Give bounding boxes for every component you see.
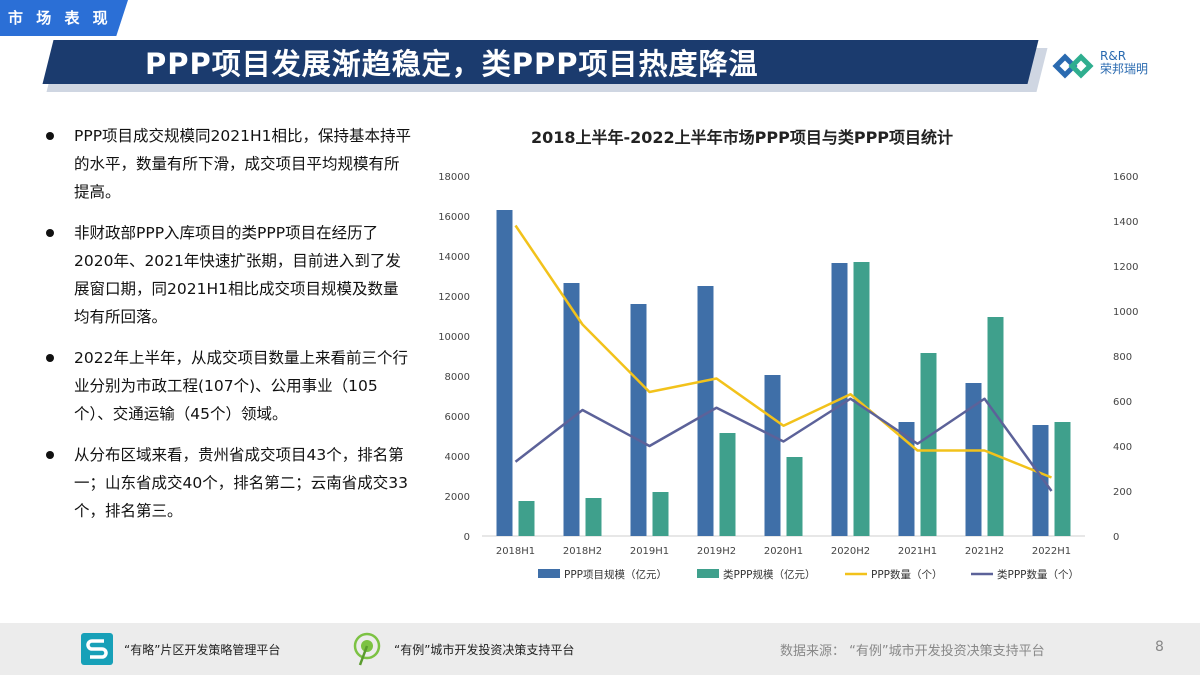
x-tick-label: 2018H1 [496, 546, 535, 557]
x-tick-label: 2020H1 [764, 546, 803, 557]
y-left-tick-label: 16000 [438, 212, 470, 223]
bar-ppp-scale [898, 422, 915, 536]
x-tick-label: 2021H2 [965, 546, 1004, 557]
y-right-tick-label: 1000 [1113, 307, 1138, 318]
y-right-tick-label: 1200 [1113, 262, 1138, 273]
footer-platform-1[interactable]: “有略”片区开发策略管理平台 [80, 623, 280, 675]
bar-ppp-scale [697, 286, 714, 536]
y-right-tick-label: 0 [1113, 532, 1119, 543]
bar-quasi-ppp-scale [652, 492, 669, 536]
bar-ppp-scale [630, 304, 647, 536]
bullet-item: 从分布区域来看，贵州省成交项目43个，排名第一；山东省成交40个，排名第二；云南… [42, 441, 412, 525]
slide-title: PPP项目发展渐趋稳定，类PPP项目热度降温 [145, 47, 759, 81]
legend-label: 类PPP规模（亿元） [723, 568, 816, 581]
bullet-list: PPP项目成交规模同2021H1相比，保持基本持平的水平，数量有所下滑，成交项目… [42, 122, 412, 538]
y-right-tick-label: 800 [1113, 352, 1132, 363]
bar-quasi-ppp-scale [987, 317, 1004, 536]
bar-ppp-scale [1032, 425, 1049, 536]
x-tick-label: 2019H1 [630, 546, 669, 557]
y-right-tick-label: 200 [1113, 487, 1132, 498]
line-quasi-ppp-count [514, 397, 1053, 492]
bar-ppp-scale [496, 210, 513, 536]
bar-quasi-ppp-scale [518, 501, 535, 536]
x-tick-label: 2020H2 [831, 546, 870, 557]
y-left-tick-label: 14000 [438, 252, 470, 263]
footer: “有略”片区开发策略管理平台 “有例”城市开发投资决策支持平台 数据来源： “有… [0, 623, 1200, 675]
company-logo: R&R 荣邦瑞明 [1052, 48, 1162, 84]
legend-swatch [697, 569, 719, 578]
y-left-tick-label: 12000 [438, 292, 470, 303]
bar-ppp-scale [965, 383, 982, 536]
y-left-tick-label: 0 [464, 532, 470, 543]
bullet-item: PPP项目成交规模同2021H1相比，保持基本持平的水平，数量有所下滑，成交项目… [42, 122, 412, 206]
y-right-tick-label: 1400 [1113, 217, 1138, 228]
section-tab-label: 市 场 表 现 [8, 9, 112, 27]
chart-title: 2018上半年-2022上半年市场PPP项目与类PPP项目统计 [531, 128, 953, 147]
y-left-tick-label: 2000 [445, 492, 470, 503]
bar-quasi-ppp-scale [585, 498, 602, 536]
bar-quasi-ppp-scale [786, 457, 803, 536]
footer-platform-2[interactable]: “有例”城市开发投资决策支持平台 [350, 623, 574, 675]
bar-quasi-ppp-scale [853, 262, 870, 536]
y-right-tick-label: 400 [1113, 442, 1132, 453]
y-left-tick-label: 8000 [445, 372, 470, 383]
logo-text-en: R&R [1100, 49, 1127, 63]
bar-quasi-ppp-scale [719, 433, 736, 536]
data-source: 数据来源： “有例”城市开发投资决策支持平台 [780, 644, 1045, 659]
legend-swatch [538, 569, 560, 578]
logo-text-cn: 荣邦瑞明 [1100, 62, 1149, 76]
bar-quasi-ppp-scale [1054, 422, 1071, 536]
line-ppp-count [514, 224, 1052, 479]
combo-chart: 2018上半年-2022上半年市场PPP项目与类PPP项目统计 02000400… [438, 128, 1138, 581]
y-left-tick-label: 6000 [445, 412, 470, 423]
y-right-tick-label: 1600 [1113, 172, 1138, 183]
bar-quasi-ppp-scale [920, 353, 937, 536]
bar-ppp-scale [563, 283, 580, 536]
footer-platform-1-label: “有略”片区开发策略管理平台 [124, 642, 281, 657]
bar-ppp-scale [764, 375, 781, 536]
y-left-tick-label: 4000 [445, 452, 470, 463]
bullet-item: 非财政部PPP入库项目的类PPP项目在经历了2020年、2021年快速扩张期，目… [42, 219, 412, 331]
x-tick-label: 2019H2 [697, 546, 736, 557]
page-number: 8 [1155, 639, 1164, 655]
x-tick-label: 2018H2 [563, 546, 602, 557]
legend-label: PPP数量（个） [871, 568, 943, 581]
logo-mark-icon [1052, 53, 1094, 79]
youli-logo-icon [353, 632, 381, 666]
footer-platform-2-label: “有例”城市开发投资决策支持平台 [394, 642, 575, 657]
x-tick-label: 2021H1 [898, 546, 937, 557]
y-left-tick-label: 18000 [438, 172, 470, 183]
bullet-item: 2022年上半年，从成交项目数量上来看前三个行业分别为市政工程(107个)、公用… [42, 344, 412, 428]
y-right-tick-label: 600 [1113, 397, 1132, 408]
legend-label: PPP项目规模（亿元） [564, 568, 667, 581]
youlue-logo-icon [81, 633, 113, 665]
y-left-tick-label: 10000 [438, 332, 470, 343]
legend-label: 类PPP数量（个） [997, 568, 1079, 581]
x-tick-label: 2022H1 [1032, 546, 1071, 557]
